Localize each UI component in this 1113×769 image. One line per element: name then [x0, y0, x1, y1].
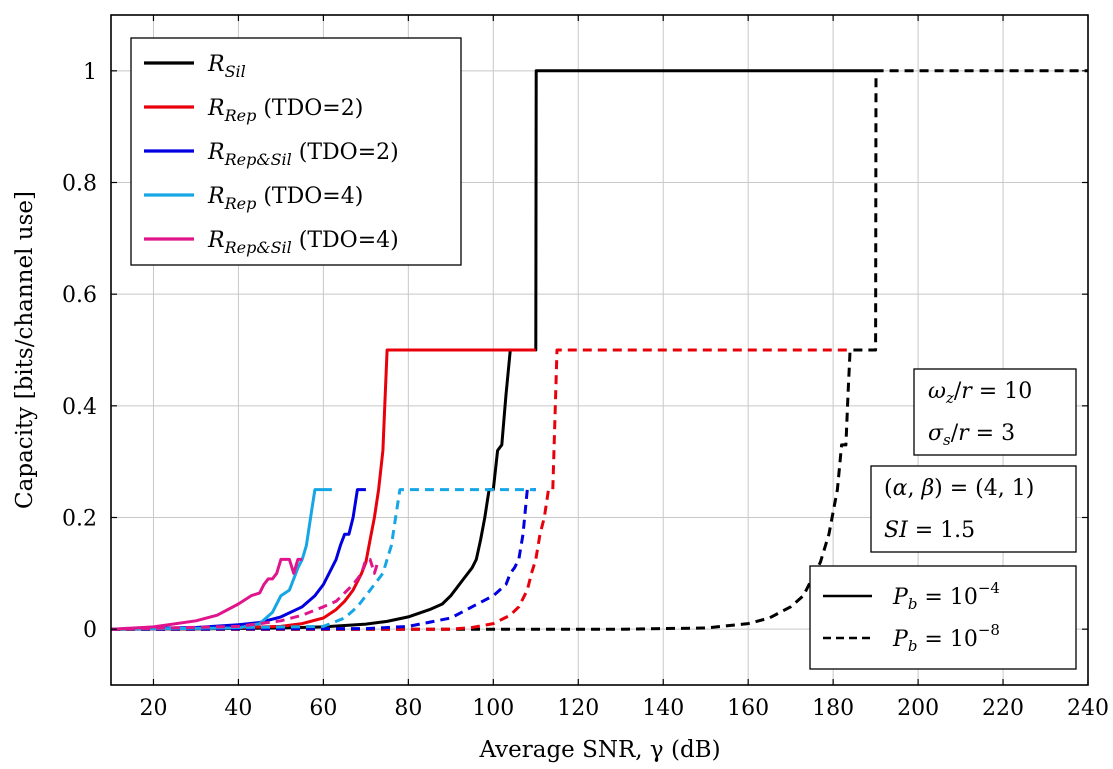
plot-curves: [110, 69, 1088, 631]
series-line-4: [110, 557, 303, 631]
y-tick-label: 1: [83, 60, 97, 85]
y-tick-label: 0: [83, 618, 97, 643]
param-sigma: σs/r = 3: [928, 421, 1015, 449]
x-tick-label: 20: [139, 696, 167, 721]
x-tick-label: 220: [982, 696, 1024, 721]
style-legend: Pb = 10−4 Pb = 10−8: [809, 565, 1077, 670]
param-box-1: ωz/r = 10 σs/r = 3: [913, 368, 1077, 456]
x-tick-label: 200: [897, 696, 939, 721]
x-tick-label: 180: [812, 696, 854, 721]
series-line-7: [110, 488, 536, 631]
plot-frame: [110, 14, 1089, 686]
param-si: SI = 1.5: [884, 518, 975, 543]
param-box-2: (α, β) = (4, 1) SI = 1.5: [870, 465, 1077, 553]
y-tick-label: 0.6: [62, 283, 97, 308]
axis-ticks: 20 40 60 80 100 120 140 160 180 200 220 240 0 0.2 0.4 0…: [62, 15, 1109, 721]
x-tick-label: 240: [1067, 696, 1109, 721]
legend-entry: RSil: [207, 52, 246, 81]
y-axis-title: Capacity [bits/channel use]: [12, 191, 38, 509]
series-line-9: [110, 557, 381, 631]
legend-entry: RRep&Sil (TDO=4): [207, 228, 399, 257]
x-tick-label: 100: [472, 696, 514, 721]
x-tick-label: 40: [224, 696, 252, 721]
x-tick-label: 140: [642, 696, 684, 721]
x-tick-label: 80: [394, 696, 422, 721]
series-line-1: [110, 348, 536, 631]
legend: RSil RRep (TDO=2) RRep&Sil (TDO=2) RRep (TD…: [130, 37, 462, 266]
style-legend-solid: Pb = 10−4: [892, 579, 1000, 613]
series-line-3: [110, 488, 332, 631]
legend-entry: RRep&Sil (TDO=2): [207, 140, 399, 169]
x-tick-label: 160: [727, 696, 769, 721]
param-alpha-beta: (α, β) = (4, 1): [884, 476, 1034, 501]
x-tick-label: 60: [309, 696, 337, 721]
series-line-6: [111, 348, 851, 631]
x-axis-title: Average SNR, γ (dB): [478, 737, 720, 763]
param-omega: ωz/r = 10: [928, 379, 1032, 407]
y-tick-label: 0.8: [62, 172, 97, 197]
y-tick-label: 0.4: [62, 395, 97, 420]
x-tick-label: 120: [557, 696, 599, 721]
series-line-5: [111, 69, 1088, 631]
legend-entry: RRep (TDO=2): [207, 96, 363, 125]
series-line-8: [110, 488, 536, 631]
legend-entry: RRep (TDO=4): [207, 184, 363, 213]
y-tick-label: 0.2: [62, 507, 97, 532]
style-legend-dashed: Pb = 10−8: [892, 621, 1000, 655]
